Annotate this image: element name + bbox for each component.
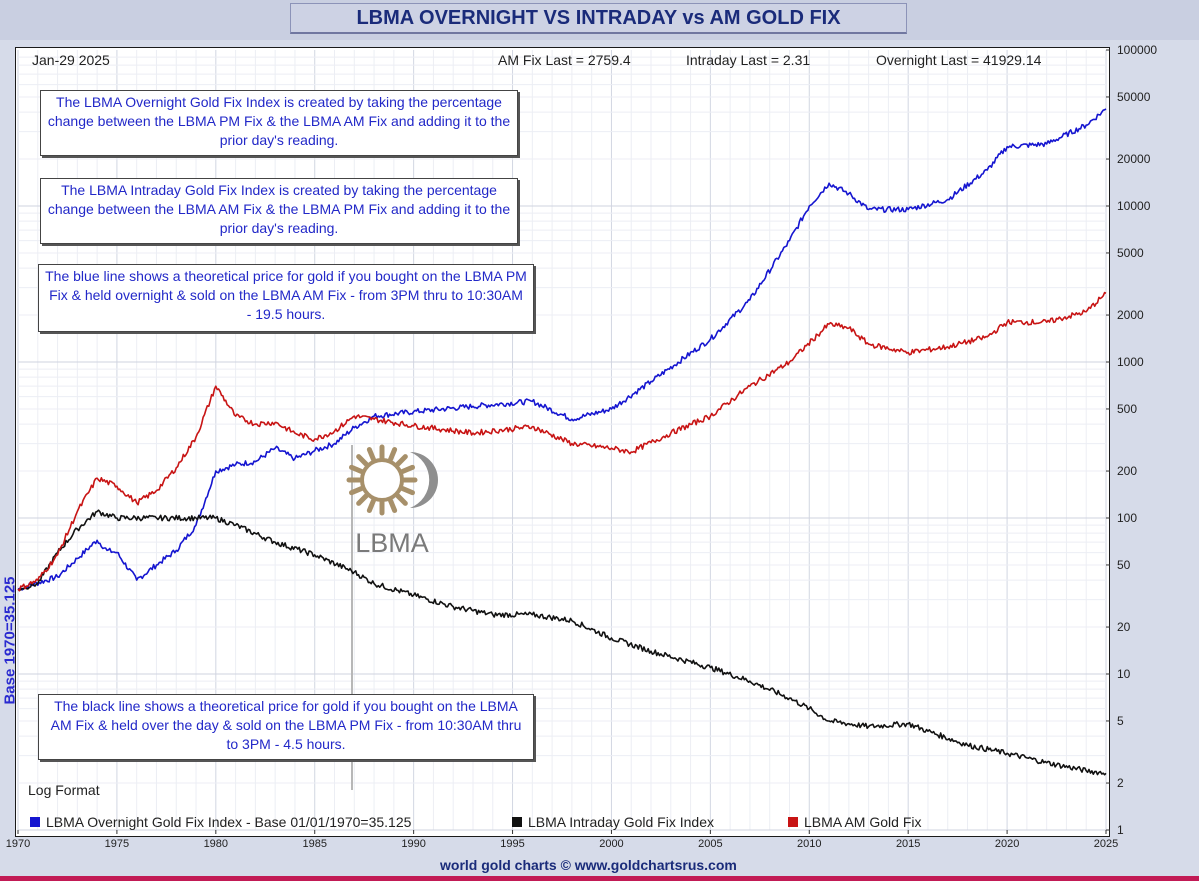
logo-text: LBMA: [355, 528, 429, 558]
logo-sun-ray: [387, 497, 398, 513]
logo-sun-ray: [387, 447, 398, 463]
y-tick-label: 10000: [1117, 199, 1151, 213]
x-tick-label: 1975: [105, 838, 129, 850]
y-tick-label: 20000: [1117, 152, 1151, 166]
logo-sun-ray: [349, 464, 365, 475]
x-tick-label: 2020: [995, 838, 1019, 850]
y-tick-label: 2000: [1117, 308, 1144, 322]
logo-sun-ray: [356, 454, 369, 467]
legend-item-intraday: LBMA Intraday Gold Fix Index: [512, 814, 714, 830]
logo-sun-ray: [349, 485, 365, 496]
y-tick-label: 5000: [1117, 246, 1144, 260]
bottom-stripe: [0, 876, 1199, 881]
logo-moon-crescent: [410, 452, 438, 508]
note-overnight-definition: The LBMA Overnight Gold Fix Index is cre…: [40, 90, 518, 156]
y-tick-label: 2: [1117, 776, 1124, 790]
logo-sun-ray: [399, 485, 415, 496]
x-tick-label: 2010: [797, 838, 821, 850]
logo-sun-ray: [356, 493, 369, 506]
logo-sun-ray: [395, 493, 408, 506]
x-tick-label: 1980: [204, 838, 228, 850]
log-format-label: Log Format: [28, 782, 100, 798]
legend-label-am-fix: LBMA AM Gold Fix: [804, 814, 922, 830]
logo-sun-ray: [366, 497, 377, 513]
logo-sun-ray: [399, 464, 415, 475]
am-fix-last: AM Fix Last = 2759.4: [498, 52, 631, 68]
x-tick-label: 2015: [896, 838, 920, 850]
note-intraday-definition: The LBMA Intraday Gold Fix Index is crea…: [40, 178, 518, 244]
series-am-fix-line: [17, 291, 1107, 592]
x-tick-label: 1970: [6, 838, 30, 850]
y-tick-label: 1000: [1117, 355, 1144, 369]
note-blue-line: The blue line shows a theoretical price …: [38, 264, 534, 332]
logo-sun-disc: [360, 458, 404, 502]
footer-credit: world gold charts © www.goldchartsrus.co…: [440, 857, 737, 873]
legend-swatch-black: [512, 817, 522, 827]
y-tick-label: 500: [1117, 402, 1137, 416]
x-tick-label: 2025: [1094, 838, 1118, 850]
legend-swatch-red: [788, 817, 798, 827]
y-axis-label: Base 1970=35.125: [1, 576, 19, 705]
x-tick-label: 2005: [698, 838, 722, 850]
y-tick-label: 50: [1117, 558, 1131, 572]
legend-label-overnight: LBMA Overnight Gold Fix Index - Base 01/…: [46, 814, 412, 830]
y-tick-label: 200: [1117, 464, 1137, 478]
legend-swatch-blue: [30, 817, 40, 827]
note-black-line: The black line shows a theoretical price…: [38, 694, 534, 760]
overnight-last: Overnight Last = 41929.14: [876, 52, 1042, 68]
legend-item-overnight: LBMA Overnight Gold Fix Index - Base 01/…: [30, 814, 411, 830]
chart-title: LBMA OVERNIGHT VS INTRADAY vs AM GOLD FI…: [290, 3, 907, 34]
y-tick-label: 100000: [1117, 43, 1157, 57]
series-intraday-line: [17, 509, 1107, 776]
y-tick-label: 100: [1117, 511, 1137, 525]
y-tick-label: 10: [1117, 667, 1131, 681]
x-tick-label: 2000: [599, 838, 623, 850]
logo-sun-ray: [395, 454, 408, 467]
logo-sun-ray: [366, 447, 377, 463]
legend-item-am-fix: LBMA AM Gold Fix: [788, 814, 921, 830]
y-tick-label: 20: [1117, 620, 1131, 634]
legend-label-intraday: LBMA Intraday Gold Fix Index: [528, 814, 714, 830]
intraday-last: Intraday Last = 2.31: [686, 52, 811, 68]
x-tick-label: 1990: [401, 838, 425, 850]
x-tick-label: 1985: [302, 838, 326, 850]
date-label: Jan-29 2025: [32, 52, 110, 68]
x-tick-label: 1995: [500, 838, 524, 850]
y-tick-label: 1: [1117, 823, 1124, 837]
y-tick-label: 50000: [1117, 90, 1151, 104]
y-tick-label: 5: [1117, 714, 1124, 728]
